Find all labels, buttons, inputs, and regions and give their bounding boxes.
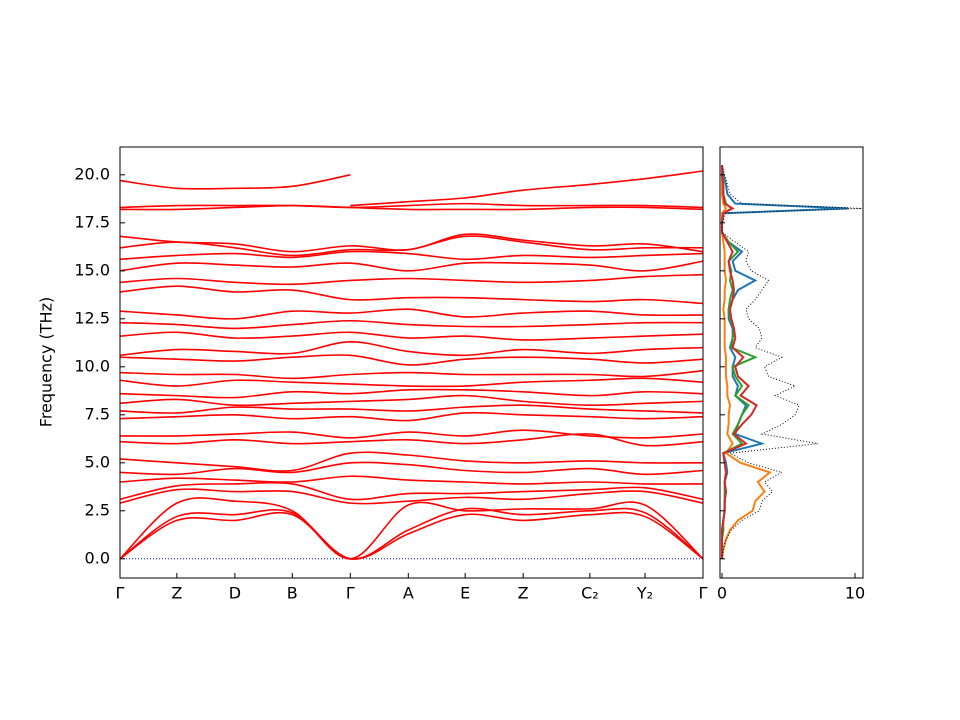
band-line	[119, 404, 704, 414]
dos-line	[720, 165, 758, 559]
x-tick-label: Γ	[116, 584, 125, 603]
x-tick-label: B	[287, 584, 298, 603]
band-line	[119, 354, 704, 366]
y-tick-label: 15.0	[74, 260, 110, 279]
x-tick-label: 0	[717, 584, 727, 603]
y-tick-label: 5.0	[85, 452, 110, 471]
band-line	[119, 308, 704, 320]
band-line	[119, 461, 704, 476]
band-line	[119, 260, 704, 272]
band-line	[119, 488, 704, 505]
band-line	[119, 369, 704, 380]
y-tick-label: 17.5	[74, 212, 110, 231]
y-tick-label: 0.0	[85, 548, 110, 567]
y-tick-label: 7.5	[85, 404, 110, 423]
plot-frame	[119, 146, 704, 579]
x-tick-label: Z	[518, 584, 529, 603]
dos-line	[720, 165, 849, 559]
band-line	[119, 331, 704, 341]
band-line	[119, 273, 704, 286]
x-tick-label: D	[229, 584, 241, 603]
band-line	[350, 170, 704, 207]
band-line	[119, 204, 704, 211]
x-tick-label: C₂	[581, 584, 599, 603]
band-line	[119, 285, 704, 305]
x-tick-label: Γ	[346, 584, 355, 603]
band-line	[119, 475, 704, 485]
dos-line	[721, 165, 862, 559]
band-line	[119, 174, 351, 190]
band-line	[119, 411, 704, 422]
band-line	[119, 429, 704, 439]
band-line	[119, 481, 704, 501]
band-line	[119, 394, 704, 407]
band-line	[119, 377, 704, 388]
y-tick-label: 10.0	[74, 356, 110, 375]
y-tick-label: 2.5	[85, 500, 110, 519]
x-tick-label: A	[403, 584, 414, 603]
x-tick-label: Γ	[699, 584, 708, 603]
band-line	[119, 511, 704, 560]
band-line	[119, 507, 704, 560]
plot-frame	[719, 146, 864, 579]
band-line	[119, 451, 704, 472]
y-tick-label: 12.5	[74, 308, 110, 327]
x-tick-label: Y₂	[636, 584, 653, 603]
y-tick-label: 20.0	[74, 164, 110, 183]
band-line	[119, 319, 704, 330]
band-line	[119, 250, 704, 261]
x-tick-label: 10	[845, 584, 865, 603]
y-axis-label: Frequency (THz)	[37, 297, 56, 427]
band-line	[119, 341, 704, 357]
band-line	[119, 497, 704, 560]
band-line	[119, 388, 704, 399]
band-line	[119, 233, 704, 253]
band-line	[119, 202, 704, 209]
x-tick-label: E	[460, 584, 470, 603]
x-tick-label: Z	[171, 584, 182, 603]
